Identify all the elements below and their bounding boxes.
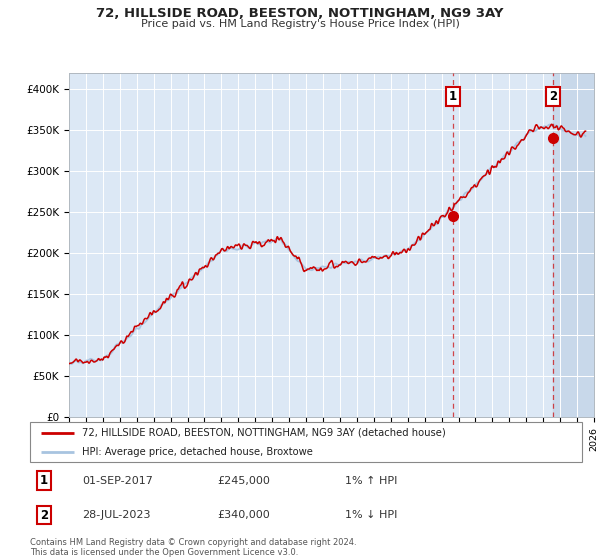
Text: 01-SEP-2017: 01-SEP-2017 — [82, 476, 154, 486]
Text: 1: 1 — [449, 90, 457, 104]
Text: HPI: Average price, detached house, Broxtowe: HPI: Average price, detached house, Brox… — [82, 447, 313, 457]
Text: 1: 1 — [40, 474, 48, 487]
FancyBboxPatch shape — [30, 422, 582, 462]
Bar — [553, 73, 594, 417]
Text: £340,000: £340,000 — [218, 510, 271, 520]
Text: 2: 2 — [40, 508, 48, 521]
Text: £245,000: £245,000 — [218, 476, 271, 486]
Text: 72, HILLSIDE ROAD, BEESTON, NOTTINGHAM, NG9 3AY (detached house): 72, HILLSIDE ROAD, BEESTON, NOTTINGHAM, … — [82, 428, 446, 438]
Text: Price paid vs. HM Land Registry's House Price Index (HPI): Price paid vs. HM Land Registry's House … — [140, 19, 460, 29]
Bar — [553, 73, 594, 417]
Text: Contains HM Land Registry data © Crown copyright and database right 2024.
This d: Contains HM Land Registry data © Crown c… — [30, 538, 356, 557]
Text: 1% ↓ HPI: 1% ↓ HPI — [344, 510, 397, 520]
Text: 28-JUL-2023: 28-JUL-2023 — [82, 510, 151, 520]
Text: 1% ↑ HPI: 1% ↑ HPI — [344, 476, 397, 486]
Text: 2: 2 — [549, 90, 557, 104]
Text: 72, HILLSIDE ROAD, BEESTON, NOTTINGHAM, NG9 3AY: 72, HILLSIDE ROAD, BEESTON, NOTTINGHAM, … — [96, 7, 504, 20]
